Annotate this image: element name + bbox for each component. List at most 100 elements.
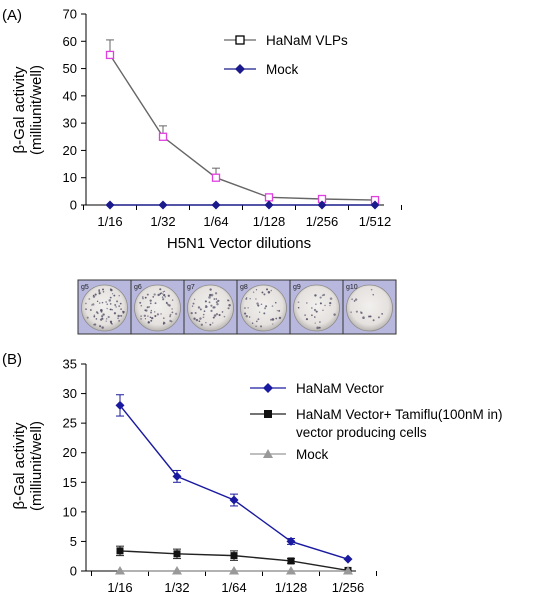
chart-b: (B) β-Gal activity (milliunit/well) 0 5 10… <box>2 351 502 595</box>
chart-a-series-0-line <box>109 54 376 201</box>
chart-a-series-0-point-3 <box>264 193 274 202</box>
chart-a-series-1-point-3 <box>264 200 274 210</box>
chart-b-series-0-point-4 <box>343 554 353 564</box>
chart-b-series-0-point-0 <box>115 400 125 410</box>
well-4: g9 <box>289 279 344 335</box>
chart-a-x-tick-label-0: 1/16 <box>97 214 122 229</box>
chart-a-y-tick-label-0: 0 <box>70 198 77 213</box>
chart-b-series-0-errorbar-0 <box>116 394 124 417</box>
chart-a-panel-label: (A) <box>2 7 22 24</box>
chart-a: (A) β-Gal activity (milliunit/well) 0 10 2… <box>2 7 402 252</box>
chart-a-xlabel: H5N1 Vector dilutions <box>167 235 311 252</box>
chart-b-series-1-point-0 <box>116 547 124 555</box>
chart-a-ylabel-line1: β-Gal activity <box>11 66 28 153</box>
chart-b-series-1-point-2 <box>230 552 238 560</box>
chart-b-legend: HaNaM Vector HaNaM Vector+ Tamiflu(100nM… <box>250 381 502 462</box>
chart-a-y-tick-label-7: 70 <box>63 7 77 22</box>
well-3: g8 <box>236 279 291 335</box>
chart-a-series-1-point-2 <box>211 200 221 210</box>
chart-a-ylabel-line2: (milliunit/well) <box>28 65 45 155</box>
chart-a-y-tick-label-5: 50 <box>63 61 77 76</box>
chart-b-series-2-point-3 <box>286 566 296 575</box>
chart-b-series-2-point-2 <box>229 566 239 575</box>
chart-b-ylabel-line2: (milliunit/well) <box>28 421 45 511</box>
chart-b-ylabel-line1: β-Gal activity <box>11 422 28 509</box>
chart-b-x-ticks: 1/16 1/32 1/64 1/128 1/256 <box>91 571 377 595</box>
chart-b-x-tick-label-0: 1/16 <box>107 580 132 595</box>
chart-a-series-0-point-2 <box>211 173 221 182</box>
chart-b-x-tick-label-1: 1/32 <box>164 580 189 595</box>
chart-b-series-2-point-0 <box>115 566 125 575</box>
chart-b-panel-label: (B) <box>2 351 22 368</box>
well-5: g10 <box>342 279 397 335</box>
legend-b-label-1: HaNaM Vector+ Tamiflu(100nM in) <box>296 407 502 422</box>
chart-a-series-1-point-1 <box>158 200 168 210</box>
legend-a-label-1: Mock <box>266 62 299 77</box>
chart-a-x-tick-label-1: 1/32 <box>150 214 175 229</box>
chart-a-series-1-point-4 <box>317 200 327 210</box>
chart-b-y-tick-label-2: 10 <box>63 504 77 519</box>
chart-a-x-tick-label-4: 1/256 <box>306 214 339 229</box>
legend-a-label-0: HaNaM VLPs <box>266 33 348 48</box>
well-disc-0 <box>81 284 128 332</box>
chart-b-series-1-point-3 <box>287 557 295 565</box>
chart-b-series-0-point-1 <box>172 471 182 481</box>
chart-a-y-tick-label-1: 10 <box>63 170 77 185</box>
chart-a-series-0-point-1 <box>158 132 168 141</box>
chart-a-y-tick-label-4: 40 <box>63 88 77 103</box>
chart-a-series-1-point-5 <box>370 200 380 210</box>
legend-b-marker-1 <box>264 410 272 418</box>
well-label-0: g5 <box>81 284 89 291</box>
legend-b-label-1-line2: vector producing cells <box>296 425 427 440</box>
legend-b-marker-0 <box>263 383 273 393</box>
chart-a-x-tick-label-5: 1/512 <box>359 214 392 229</box>
chart-b-y-ticks: 0 5 10 15 20 25 30 35 <box>63 357 86 579</box>
chart-b-x-tick-label-4: 1/256 <box>332 580 365 595</box>
well-image-strip: g5 g6 g7 g8 g9 g10 <box>77 279 397 335</box>
well-label-3: g8 <box>240 284 248 291</box>
chart-a-series-1-point-0 <box>105 200 115 210</box>
well-0: g5 <box>77 279 132 335</box>
well-2: g7 <box>183 279 238 335</box>
chart-a-x-tick-label-3: 1/128 <box>253 214 286 229</box>
well-disc-4 <box>293 284 340 332</box>
legend-b-marker-2 <box>263 449 273 458</box>
chart-a-y-tick-label-6: 60 <box>63 34 77 49</box>
chart-b-y-tick-label-7: 35 <box>63 357 77 372</box>
chart-b-y-tick-label-1: 5 <box>70 534 77 549</box>
chart-b-x-tick-label-2: 1/64 <box>221 580 246 595</box>
well-disc-1 <box>134 284 181 332</box>
chart-b-y-tick-label-5: 25 <box>63 416 77 431</box>
legend-a-marker-0 <box>235 35 245 45</box>
legend-b-label-2: Mock <box>296 447 329 462</box>
legend-b-label-0: HaNaM Vector <box>296 381 384 396</box>
well-label-2: g7 <box>187 284 195 291</box>
well-label-1: g6 <box>134 284 142 291</box>
well-disc-3 <box>240 284 287 332</box>
chart-a-y-tick-label-2: 20 <box>63 143 77 158</box>
chart-a-x-ticks: 1/16 1/32 1/64 1/128 1/256 1/512 <box>83 205 402 229</box>
legend-a-marker-1 <box>235 64 245 74</box>
chart-b-y-tick-label-0: 0 <box>70 564 77 579</box>
chart-b-y-tick-label-4: 20 <box>63 445 77 460</box>
chart-a-series-0-point-0 <box>105 50 115 60</box>
chart-b-series-0-point-3 <box>286 536 296 546</box>
well-1: g6 <box>130 279 185 335</box>
chart-a-x-tick-label-2: 1/64 <box>203 214 228 229</box>
well-disc-5 <box>346 284 393 332</box>
chart-b-series <box>115 394 353 575</box>
chart-b-y-tick-label-3: 15 <box>63 475 77 490</box>
chart-a-legend: HaNaM VLPs Mock <box>224 33 348 77</box>
chart-a-y-tick-label-3: 30 <box>63 116 77 131</box>
chart-b-series-1-point-1 <box>173 550 181 558</box>
well-label-5: g10 <box>346 284 358 291</box>
chart-b-x-tick-label-3: 1/128 <box>275 580 308 595</box>
well-disc-2 <box>187 284 234 332</box>
chart-b-series-2-point-1 <box>172 566 182 575</box>
chart-a-y-ticks: 0 10 20 30 40 50 60 70 <box>63 7 86 213</box>
chart-b-series-0-point-2 <box>229 495 239 505</box>
well-label-4: g9 <box>293 284 301 291</box>
chart-b-y-tick-label-6: 30 <box>63 386 77 401</box>
chart-a-series <box>105 39 380 210</box>
